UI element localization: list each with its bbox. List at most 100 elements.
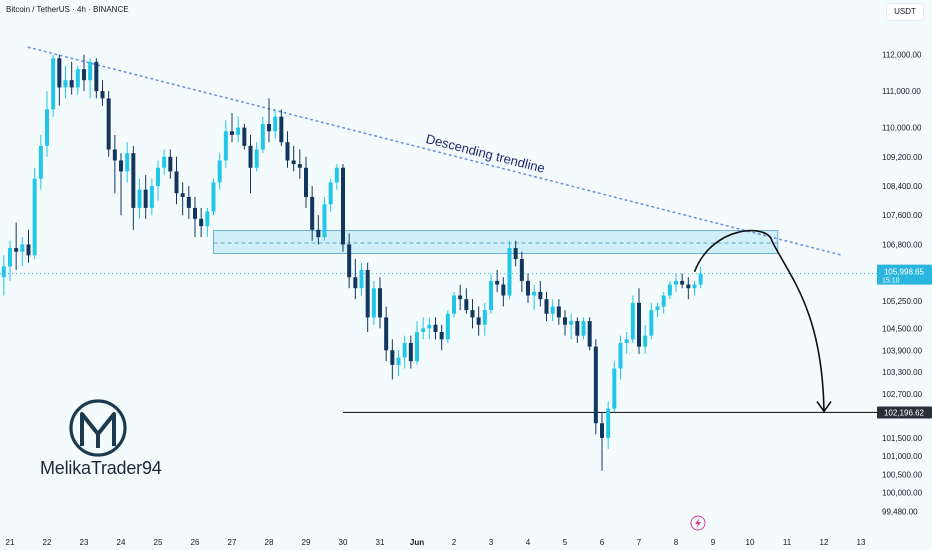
x-tick-label: 29 [302,538,311,547]
candle-body [365,269,370,318]
candle-body [236,127,241,135]
candle-body [402,342,407,358]
candle-body [624,339,629,343]
x-tick-label: 25 [154,538,163,547]
x-tick-label: 24 [117,538,126,547]
support-price-badge: 102,196.62 [877,406,932,419]
y-tick-label: 101,000.00 [882,452,923,461]
candle-body [452,295,456,314]
candle-body [230,131,234,135]
candle-body [88,61,93,81]
x-tick-label: 12 [820,538,829,547]
candle-body [612,368,617,409]
candle-body [556,306,561,318]
candle-body [82,69,86,81]
candle-body [180,193,185,197]
y-tick-label: 103,300.00 [882,368,923,377]
current-price-label: 105,998.65 [884,268,925,277]
candle-body [217,160,222,183]
candle-body [51,58,56,110]
y-tick-label: 101,500.00 [882,434,923,443]
candle-body [57,58,62,88]
candle-body [328,182,333,205]
candle-body [532,291,537,296]
candle-body [482,310,487,325]
candle-body [341,167,345,245]
candle-body [168,156,173,172]
candle-body [470,310,475,318]
y-tick-label: 103,900.00 [882,346,923,355]
descending-trendline [27,46,844,257]
candle-body [698,273,703,285]
candle-body [334,167,339,183]
candle-body [661,295,666,307]
candle-body [538,291,543,300]
candle-body [563,317,567,325]
candle-body [106,98,111,150]
candle-body [291,160,296,165]
candle-body [575,321,580,336]
candle-body [162,156,167,168]
candle-body [359,269,364,289]
lightning-event-icon [690,515,706,531]
x-tick-label: 31 [376,538,385,547]
candle-body [433,324,438,333]
candle-body [193,207,197,219]
candle-body [427,324,432,329]
candle-body [680,280,685,285]
candle-body [643,335,648,347]
candle-body [649,310,654,336]
candle-body [279,116,284,143]
x-tick-label: 22 [43,538,52,547]
x-tick-label: 28 [265,538,274,547]
candle-body [347,244,352,278]
y-tick-label: 110,000.00 [882,124,922,133]
x-tick-label: 27 [228,538,237,547]
x-tick-label: 9 [711,538,716,547]
logo-ring [69,399,127,457]
candle-body [38,145,43,179]
candle-body [581,321,586,336]
candle-body [513,248,518,260]
candle-body [316,229,321,238]
candle-body [32,178,37,256]
y-tick-label: 107,600.00 [882,211,923,220]
candle-body [458,295,463,300]
candle-body [550,306,555,314]
candle-body [495,280,500,285]
resistance-zone [213,230,779,255]
x-tick-label: 8 [674,538,679,547]
candle-body [75,69,80,88]
candle-body [205,211,210,227]
y-tick-label: 100,000.00 [882,489,923,498]
candle-body [674,280,678,285]
candle-body [273,116,278,132]
candle-body [137,189,142,208]
candle-body [45,109,49,146]
x-tick-label: 2 [452,538,457,547]
candle-body [353,277,358,289]
candle-body [199,218,204,227]
current-price-badge-bg [877,264,932,285]
candle-body [396,357,401,365]
candle-body [421,328,426,333]
candle-body [593,346,598,424]
symbol-header: Bitcoin / TetherUS · 4h · BINANCE [6,5,129,14]
candle-body [149,186,154,208]
currency-button[interactable]: USDT [886,3,924,21]
projection-arrowhead [816,401,832,413]
candle-body [600,423,604,438]
candle-body [655,306,660,311]
candle-body [242,127,247,146]
candle-body [131,153,136,208]
y-tick-label: 105,250.00 [882,297,923,306]
candle-body [285,142,290,161]
candle-body [569,321,574,325]
candle-body [445,313,450,340]
candle-body [476,317,481,325]
candle-body [119,160,123,172]
y-tick-label: 109,200.00 [882,153,923,162]
x-tick-label: 7 [637,538,642,547]
